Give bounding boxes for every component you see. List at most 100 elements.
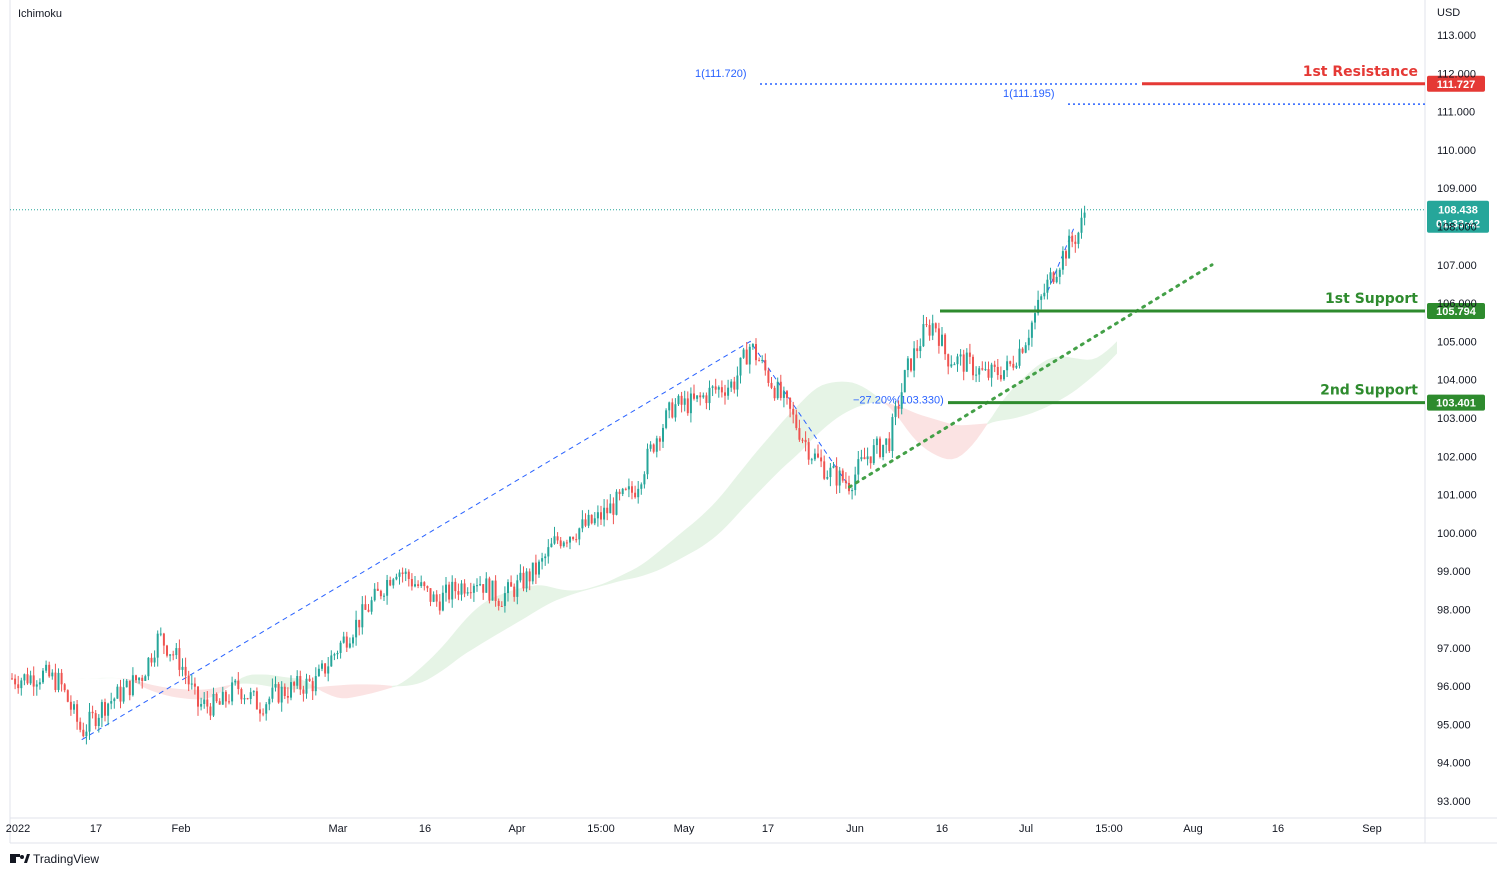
cloud-segment [687, 524, 692, 556]
candle-body [745, 349, 748, 365]
candle-body [950, 364, 953, 367]
cloud-segment [877, 396, 882, 403]
cloud-segment [527, 585, 532, 617]
cloud-segment [1112, 341, 1117, 359]
candle-body [668, 402, 671, 411]
candle-body [711, 386, 714, 388]
candle-body [844, 480, 847, 483]
cloud-segment [562, 589, 567, 599]
cloud-segment [147, 683, 152, 691]
candle-body [54, 672, 57, 690]
y-tick-label: 109.000 [1437, 183, 1477, 195]
candle-body [32, 675, 35, 687]
candle-body [73, 704, 75, 710]
x-tick-label: Sep [1362, 823, 1382, 835]
candle-body [302, 689, 305, 694]
candle-body [702, 395, 705, 398]
candle-body [810, 459, 813, 461]
candle-body [156, 633, 159, 658]
candle-body [547, 547, 550, 557]
candle-body [438, 601, 441, 611]
cloud-segment [947, 422, 952, 460]
cloud-segment [577, 589, 582, 593]
candle-body [466, 592, 469, 594]
cloud-segment [902, 407, 907, 430]
resistance-1-price-tag [1427, 75, 1485, 92]
fib-lines: 1(111.720) 1(111.195) −27.20%(103.330) [10, 68, 1425, 741]
price-axis[interactable]: 93.000 94.000 95.000 96.000 97.000 98.000 99.0… [1437, 30, 1477, 808]
cloud-segment [152, 684, 157, 693]
cloud-segment [702, 510, 707, 547]
cloud-segment [467, 612, 472, 653]
cloud-segment [472, 608, 477, 650]
candle-body [370, 600, 373, 612]
candle-body [590, 514, 593, 524]
cloud-segment [852, 382, 857, 410]
candle-body [897, 406, 900, 409]
indicator-title[interactable]: Ichimoku [18, 8, 62, 20]
cloud-segment [267, 674, 272, 687]
candle-body [875, 438, 878, 446]
candle-body [621, 488, 624, 495]
candle-body [476, 585, 478, 587]
candle-body [736, 375, 739, 390]
candle-body [553, 536, 556, 544]
candle-body [116, 686, 119, 699]
cloud-segment [342, 684, 347, 699]
candle-body [460, 583, 463, 595]
candle-body [57, 672, 60, 690]
candle-body [311, 681, 314, 692]
tradingview-logo[interactable]: TradingView [10, 852, 99, 866]
cloud-segment [987, 416, 992, 425]
candle-body [255, 691, 258, 710]
cloud-segment [652, 552, 657, 573]
candle-body [113, 698, 116, 702]
cloud-segment [317, 686, 322, 692]
candle-body [94, 713, 97, 726]
candle-body [516, 580, 519, 597]
x-tick-label: 17 [762, 823, 774, 835]
candle-body [755, 344, 757, 361]
candle-body [159, 633, 162, 635]
time-axis[interactable]: 2022 17 Feb Mar 16 Apr 15:00 May 17 Jun 16 Jul 15:00… [6, 823, 1382, 835]
cloud-segment [997, 401, 1002, 422]
candle-body [200, 703, 203, 707]
cloud-segment [672, 536, 677, 564]
candle-body [389, 579, 392, 586]
candle-body [91, 711, 94, 714]
cloud-segment [977, 423, 982, 440]
candle-body [739, 357, 742, 376]
candle-body [634, 492, 637, 498]
cloud-segment [1042, 359, 1047, 410]
candle-body [376, 588, 379, 591]
x-tick-label: Aug [1183, 823, 1203, 835]
resistance-1-label: 1st Resistance [1303, 64, 1418, 80]
cloud-segment [542, 585, 547, 608]
cloud-segment [322, 686, 327, 694]
candle-body [860, 457, 863, 460]
candle-body [789, 397, 792, 409]
cloud-segment [457, 623, 462, 660]
candle-body [584, 519, 587, 526]
cloud-segment [697, 515, 702, 550]
candle-body [519, 572, 522, 581]
candle-body [82, 729, 85, 737]
cloud-segment [692, 519, 697, 553]
candle-body [674, 404, 677, 418]
candle-body [252, 691, 255, 693]
cloud-segment [847, 381, 852, 412]
candle-body [122, 687, 125, 702]
candle-body [373, 588, 376, 601]
candle-body [947, 354, 950, 367]
candle-body [956, 356, 959, 365]
candle-body [345, 636, 348, 648]
candle-body [60, 672, 63, 685]
candle-body [417, 584, 420, 586]
candle-body [197, 686, 199, 707]
candle-body [69, 701, 72, 710]
cloud-segment [907, 409, 912, 436]
candle-body [596, 512, 599, 519]
cloud-segment [142, 682, 147, 689]
resistance-1-price-text: 111.727 [1437, 79, 1476, 91]
